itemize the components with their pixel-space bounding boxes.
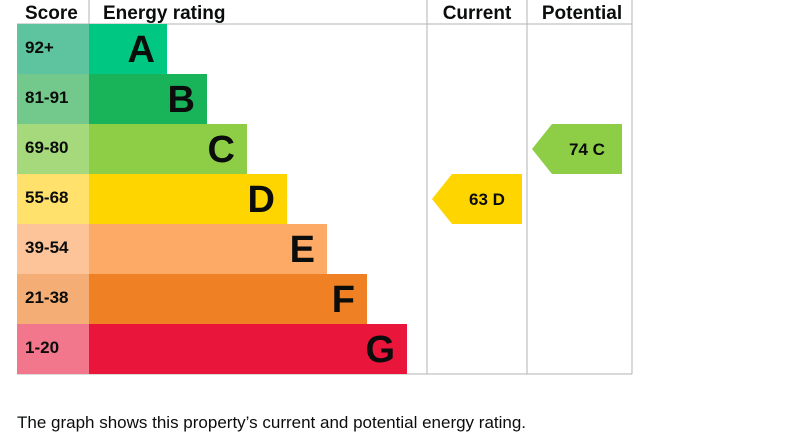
band-bar-g bbox=[89, 324, 407, 374]
rating-bands: 92+ A 81-91 B 69-80 C 55-68 D 39-54 E 21-38 F 1-20 G bbox=[17, 24, 407, 374]
score-cell-d bbox=[17, 174, 89, 224]
header-energy-rating: Energy rating bbox=[103, 3, 225, 24]
score-cell-b bbox=[17, 74, 89, 124]
score-cell-a bbox=[17, 24, 89, 74]
score-range-b: 81-91 bbox=[25, 88, 68, 107]
score-range-a: 92+ bbox=[25, 38, 54, 57]
band-bar-f bbox=[89, 274, 367, 324]
band-bar-d bbox=[89, 174, 287, 224]
score-cell-g bbox=[17, 324, 89, 374]
potential-arrow-shape bbox=[532, 124, 622, 174]
band-bar-c bbox=[89, 124, 247, 174]
current-rating-label: 63 D bbox=[469, 190, 505, 209]
score-cell-c bbox=[17, 124, 89, 174]
band-letter-b: B bbox=[168, 79, 195, 121]
score-range-e: 39-54 bbox=[25, 238, 69, 257]
score-cell-f bbox=[17, 274, 89, 324]
band-row-e: 39-54 E bbox=[17, 224, 327, 274]
current-arrow-shape bbox=[432, 174, 522, 224]
band-row-d: 55-68 D bbox=[17, 174, 287, 224]
band-row-f: 21-38 F bbox=[17, 274, 367, 324]
band-letter-d: D bbox=[248, 179, 275, 221]
score-range-f: 21-38 bbox=[25, 288, 68, 307]
score-range-d: 55-68 bbox=[25, 188, 68, 207]
band-row-g: 1-20 G bbox=[17, 324, 407, 374]
current-rating-arrow: 63 D bbox=[432, 174, 522, 224]
band-bar-e bbox=[89, 224, 327, 274]
band-bar-a bbox=[89, 24, 167, 74]
score-range-g: 1-20 bbox=[25, 338, 59, 357]
header-potential: Potential bbox=[542, 3, 622, 24]
band-letter-a: A bbox=[128, 29, 155, 71]
rating-arrows: 63 D 74 C bbox=[432, 124, 622, 224]
band-letter-c: C bbox=[208, 129, 235, 171]
epc-chart: Score Energy rating Current Potential 92… bbox=[17, 0, 633, 375]
score-range-c: 69-80 bbox=[25, 138, 68, 157]
band-letter-e: E bbox=[290, 229, 315, 271]
chart-caption: The graph shows this property’s current … bbox=[17, 413, 527, 432]
band-letter-g: G bbox=[365, 329, 395, 371]
band-row-c: 69-80 C bbox=[17, 124, 247, 174]
band-row-b: 81-91 B bbox=[17, 74, 207, 124]
potential-rating-label: 74 C bbox=[569, 140, 605, 159]
header-current: Current bbox=[443, 3, 512, 24]
potential-rating-arrow: 74 C bbox=[532, 124, 622, 174]
header-score: Score bbox=[25, 3, 78, 24]
score-cell-e bbox=[17, 224, 89, 274]
band-bar-b bbox=[89, 74, 207, 124]
band-row-a: 92+ A bbox=[17, 24, 167, 74]
band-letter-f: F bbox=[332, 279, 355, 321]
